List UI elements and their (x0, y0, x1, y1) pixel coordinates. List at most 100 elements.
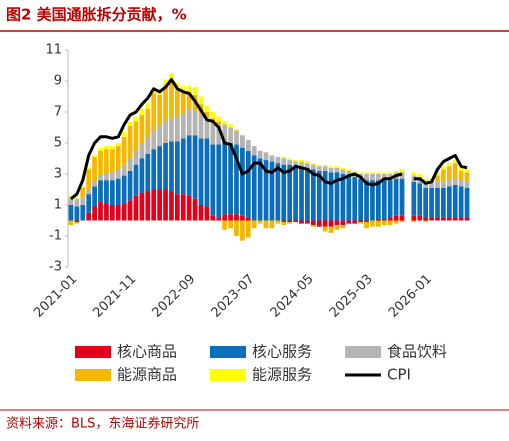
bar-segment (151, 93, 157, 131)
bar-segment (287, 164, 293, 221)
bar-segment (115, 205, 121, 221)
bar-segment (109, 149, 115, 173)
bar-segment (435, 175, 440, 182)
bar-segment (358, 222, 363, 224)
bar-segment (109, 146, 115, 150)
bar-segment (163, 121, 168, 143)
bar-segment (98, 175, 103, 181)
bar-segment (180, 194, 186, 221)
bar-segment (441, 166, 446, 170)
bar-segment (464, 217, 470, 221)
bar-segment (281, 158, 287, 165)
bar-segment (80, 186, 86, 188)
bar-segment (104, 174, 109, 181)
bar-segment (287, 222, 293, 224)
bar-segment (346, 169, 352, 171)
bar-segment (169, 118, 174, 142)
bar-segment (316, 166, 322, 171)
bar-segment (234, 129, 239, 131)
bar-segment (145, 191, 151, 221)
bar-segment (328, 167, 334, 173)
legend-label: 能源服务 (252, 366, 312, 384)
bar-segment (322, 226, 328, 232)
y-tick-label: 11 (45, 43, 62, 58)
bar-segment (334, 167, 340, 173)
bar-segment (381, 180, 387, 219)
bar-segment (251, 220, 257, 229)
bar-segment (376, 172, 381, 174)
bar-segment (358, 178, 363, 221)
bar-segment (322, 166, 328, 171)
bar-segment (163, 87, 168, 122)
bar-segment (316, 220, 322, 227)
bar-segment (441, 217, 446, 221)
bar-segment (340, 174, 346, 221)
bar-segment (352, 177, 358, 221)
bar-segment (204, 116, 210, 139)
bar-segment (441, 169, 446, 182)
bar-segment (98, 180, 103, 202)
bar-segment (157, 94, 162, 126)
bar-segment (133, 121, 139, 151)
bar-segment (452, 217, 458, 221)
bar-segment (464, 181, 470, 188)
bar-segment (376, 218, 381, 221)
bar-segment (452, 160, 458, 164)
bar-segment (68, 220, 74, 226)
legend-swatch (210, 346, 246, 358)
bar-segment (175, 116, 180, 142)
bar-segment (328, 220, 334, 227)
bar-segment (74, 206, 80, 221)
bar-segment (269, 155, 275, 162)
bar-segment (192, 87, 198, 95)
bar-segment (293, 161, 298, 167)
bar-segment (346, 170, 352, 176)
bar-segment (358, 220, 363, 223)
bar-segment (399, 178, 405, 216)
bar-segment (210, 124, 216, 145)
bar-segment (169, 191, 174, 221)
bar-segment (139, 192, 145, 221)
bar-segment (364, 172, 369, 174)
bar-segment (381, 220, 387, 226)
bar-segment (429, 181, 434, 188)
bar-segment (98, 150, 103, 176)
bar-segment (186, 93, 192, 109)
bar-segment (133, 116, 139, 122)
bar-segment (86, 167, 92, 170)
bar-segment (151, 130, 157, 150)
bar-segment (441, 181, 446, 188)
bar-segment (299, 163, 304, 168)
bar-segment (192, 198, 198, 221)
bar-segment (423, 187, 429, 218)
bar-segment (458, 180, 464, 187)
bar-segment (68, 195, 74, 198)
bar-segment (458, 186, 464, 218)
bar-segment (452, 163, 458, 179)
bar-segment (222, 121, 228, 125)
bar-segment (240, 220, 245, 241)
bar-segment (275, 163, 281, 221)
bar-segment (393, 178, 399, 216)
y-tick-label: 9 (54, 74, 62, 89)
legend-swatch (210, 369, 246, 381)
bar-segment (98, 147, 103, 151)
bar-segment (269, 161, 275, 221)
bar-segment (446, 186, 452, 218)
bar-segment (423, 220, 429, 223)
bar-segment (145, 108, 151, 137)
bar-segment (163, 143, 168, 190)
bar-segment (121, 203, 127, 221)
bar-segment (139, 158, 145, 193)
bar-segment (216, 124, 222, 145)
bar-segment (163, 79, 168, 88)
bar-segment (370, 180, 375, 221)
bar-segment (293, 160, 298, 162)
y-tick-label: -3 (49, 260, 62, 275)
legend-label: 核心服务 (252, 343, 312, 361)
bar-segment (328, 226, 334, 233)
bar-segment (180, 113, 186, 139)
bar-segment (198, 138, 204, 205)
bar-segment (310, 169, 316, 221)
